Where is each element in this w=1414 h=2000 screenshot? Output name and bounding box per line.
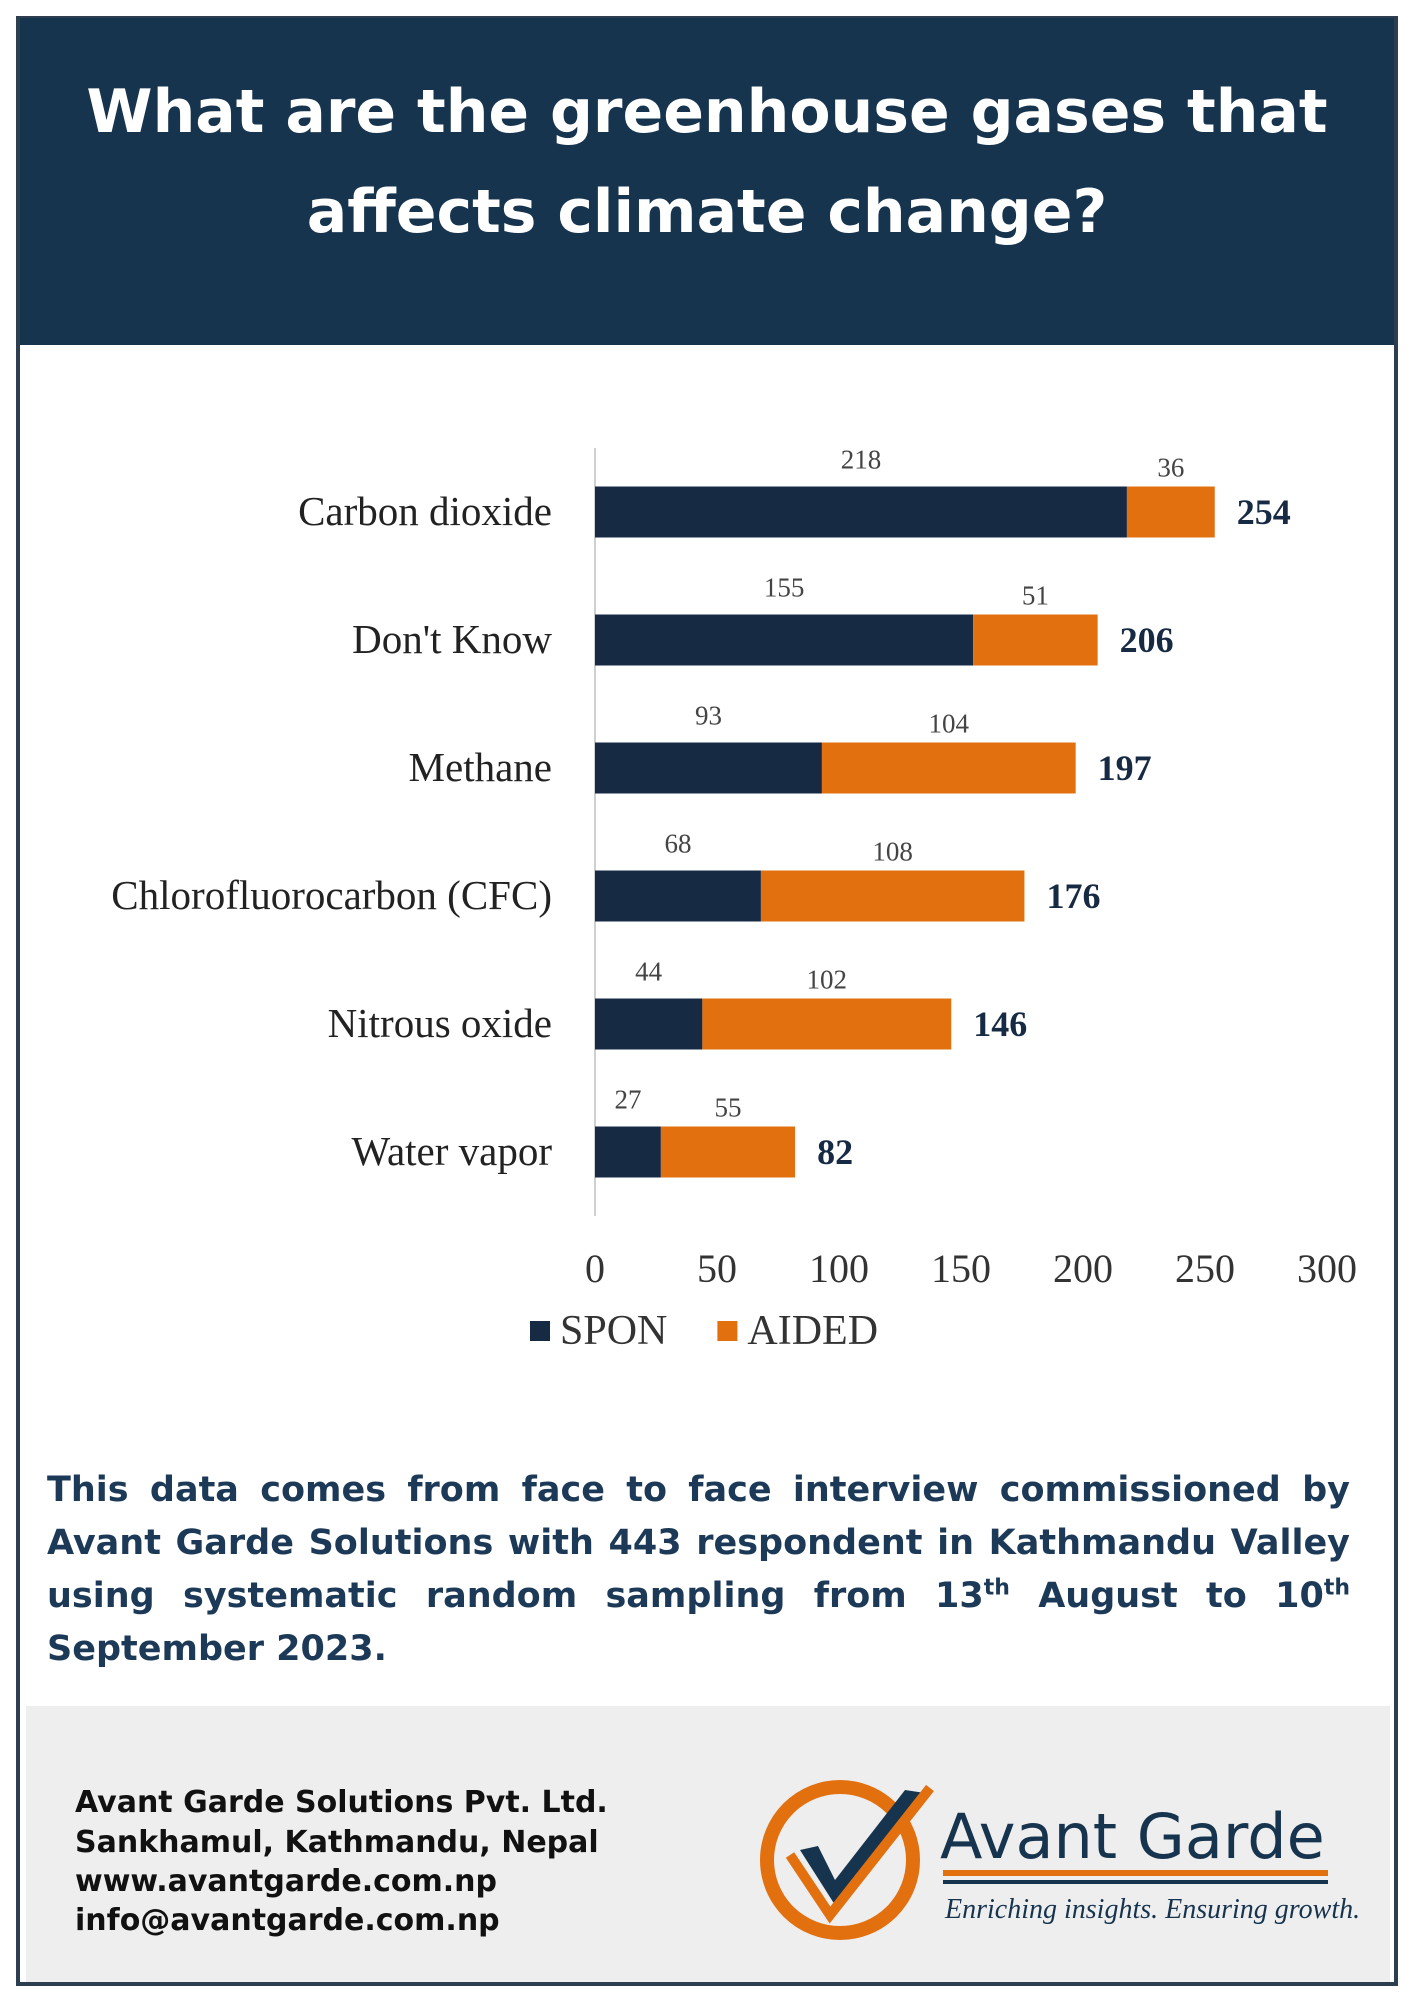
segment-label: 27	[614, 1085, 641, 1115]
bar-segment	[660, 1126, 796, 1178]
total-label: 146	[973, 1004, 1027, 1044]
total-label: 82	[817, 1132, 853, 1172]
y-tick-label: Nitrous oxide	[328, 1000, 552, 1046]
note-text: September 2023.	[47, 1629, 387, 1669]
x-tick-label: 200	[1053, 1246, 1113, 1291]
note: This data comes from face to face interv…	[47, 1464, 1350, 1676]
bar-segment	[821, 742, 1076, 794]
title-line: What are the greenhouse gases that	[86, 77, 1327, 147]
legend-swatch	[717, 1321, 738, 1341]
note-text: August to 10	[1009, 1576, 1324, 1616]
bar-segment	[973, 614, 1098, 666]
footer-band	[26, 1706, 1390, 1982]
bar-segment	[595, 614, 974, 666]
x-tick-label: 300	[1297, 1246, 1357, 1291]
segment-label: 93	[695, 701, 722, 731]
bar-segment	[595, 998, 703, 1050]
y-tick-label: Chlorofluorocarbon (CFC)	[111, 872, 552, 918]
total-label: 176	[1046, 876, 1100, 916]
legend-label: SPON	[560, 1308, 667, 1354]
segment-label: 104	[929, 709, 970, 739]
y-tick-label: Water vapor	[352, 1128, 553, 1174]
logo: Avant Garde Enriching insights. Ensuring…	[760, 1780, 1360, 1940]
bar-segment	[702, 998, 952, 1050]
bar-segment	[595, 742, 822, 794]
bar-segment	[595, 1126, 661, 1178]
address-line: info@avantgarde.com.np	[75, 1903, 500, 1938]
total-label: 197	[1098, 748, 1152, 788]
tagline: Enriching insights. Ensuring growth.	[944, 1894, 1360, 1925]
address-line: Sankhamul, Kathmandu, Nepal	[75, 1825, 599, 1860]
x-tick-label: 250	[1175, 1246, 1235, 1291]
segment-label: 102	[807, 965, 848, 995]
brand: Avant Garde	[940, 1800, 1325, 1873]
logo-check	[800, 1790, 925, 1905]
segment-label: 51	[1022, 581, 1049, 611]
y-tick-label: Carbon dioxide	[298, 488, 552, 534]
brand-rule	[943, 1880, 1328, 1884]
y-tick-label: Don't Know	[352, 616, 552, 662]
note-sup: th	[1323, 1575, 1350, 1601]
brand-rule	[943, 1870, 1328, 1876]
segment-label: 55	[714, 1093, 741, 1123]
total-label: 206	[1120, 620, 1174, 660]
segment-label: 68	[664, 829, 691, 859]
title-line: affects climate change?	[307, 177, 1108, 247]
logo-ring	[760, 1780, 920, 1940]
y-tick-label: Methane	[409, 744, 552, 790]
x-tick-label: 0	[585, 1246, 605, 1291]
logo-check-accent	[785, 1784, 934, 1924]
total-label: 254	[1237, 492, 1291, 532]
segment-label: 44	[635, 957, 663, 987]
bar-segment	[595, 870, 761, 922]
segment-label: 108	[872, 837, 913, 867]
x-tick-label: 50	[697, 1246, 737, 1291]
bar-segment	[760, 870, 1025, 922]
legend-label: AIDED	[747, 1308, 878, 1354]
note-text: This data comes from face to face interv…	[47, 1470, 1350, 1616]
segment-label: 218	[841, 445, 882, 475]
legend-swatch	[530, 1321, 550, 1341]
segment-label: 36	[1157, 453, 1184, 483]
address-line: Avant Garde Solutions Pvt. Ltd.	[75, 1785, 608, 1820]
bar-segment	[1126, 486, 1215, 538]
x-tick-label: 150	[931, 1246, 991, 1291]
header-band	[20, 18, 1394, 345]
note-sup: th	[983, 1575, 1010, 1601]
x-tick-label: 100	[809, 1246, 869, 1291]
address-line: www.avantgarde.com.np	[75, 1864, 497, 1899]
segment-label: 155	[764, 573, 805, 603]
bar-segment	[595, 486, 1127, 538]
